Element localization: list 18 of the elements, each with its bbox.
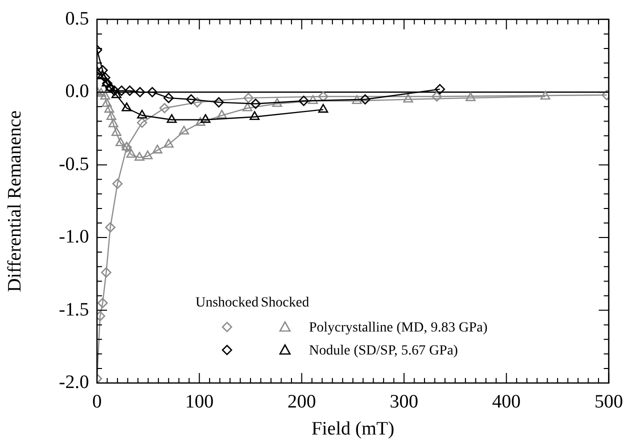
legend-label: Nodule (SD/SP, 5.67 GPa) [309,344,458,359]
legend-label: Polycrystalline (MD, 9.83 GPa) [309,320,488,336]
y-tick-label: -0.5 [58,154,89,175]
x-tick-label: 200 [287,391,316,412]
x-tick-label: 400 [492,391,521,412]
y-tick-label: -1.5 [58,299,89,320]
y-tick-label: -1.0 [58,226,89,248]
annotation: Shocked [260,296,310,311]
y-tick-label: -2.0 [58,372,89,393]
y-axis-title: Differential Remanence [4,110,26,292]
annotation: Unshocked [196,296,258,311]
y-tick-label: 0.5 [65,8,89,30]
x-axis-title: Field (mT) [311,418,394,440]
x-tick-label: 0 [92,391,102,412]
x-tick-label: 300 [390,391,418,412]
x-tick-label: 500 [594,391,623,412]
x-tick-label: 100 [185,391,214,412]
y-tick-label: 0.0 [65,81,89,102]
